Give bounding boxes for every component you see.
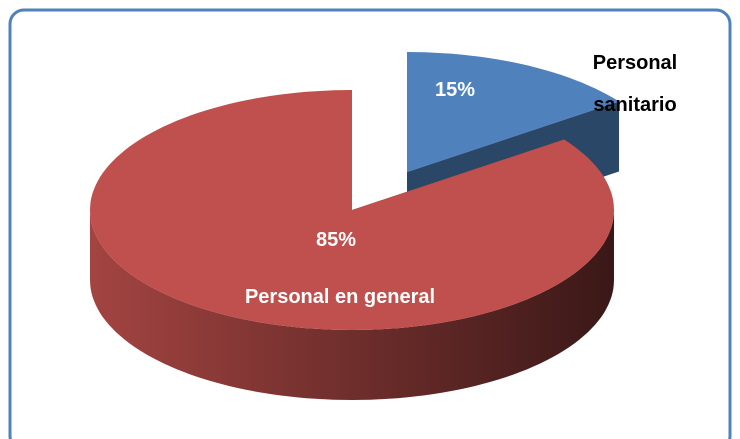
category-label: Personal sanitario bbox=[592, 52, 678, 116]
value-label: 85% bbox=[315, 229, 357, 251]
value-label: 15% bbox=[434, 79, 476, 101]
pie-slice bbox=[407, 52, 619, 172]
pie-slice-side bbox=[90, 210, 614, 400]
pie-slice bbox=[90, 90, 614, 330]
category-label: Personal en general bbox=[244, 286, 436, 308]
